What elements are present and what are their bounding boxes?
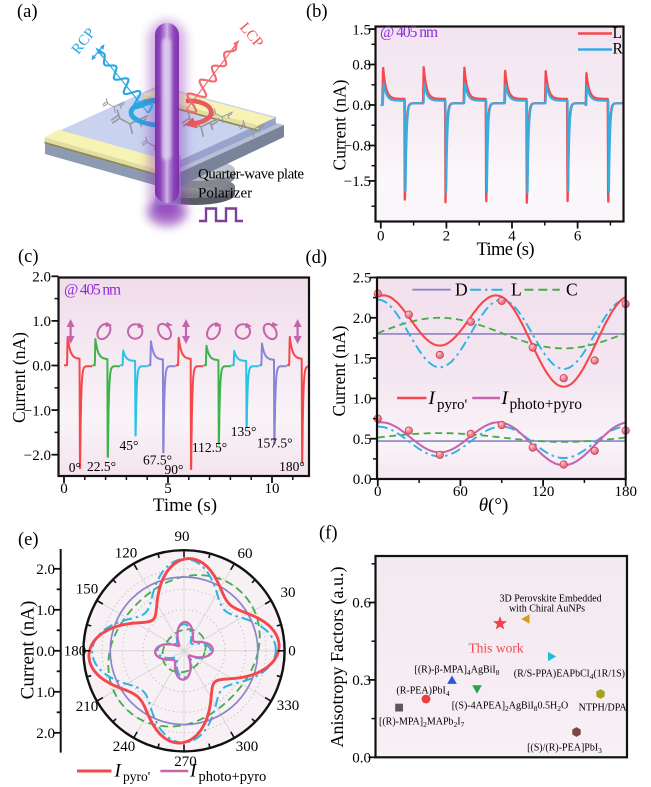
svg-text:R: R	[613, 41, 624, 58]
svg-text:1.0: 1.0	[36, 603, 55, 619]
svg-text:Time (s): Time (s)	[153, 495, 217, 516]
svg-text:2.5: 2.5	[353, 271, 372, 287]
svg-text:180: 180	[614, 484, 637, 500]
svg-text:photo+pyro: photo+pyro	[510, 396, 583, 413]
svg-text:@ 405 nm: @ 405 nm	[64, 282, 121, 299]
svg-text:4: 4	[508, 229, 516, 245]
svg-text:pyro': pyro'	[123, 769, 150, 784]
svg-text:I: I	[428, 388, 437, 409]
svg-text:(R/S-PPA)EAPbCl4(1R/1S): (R/S-PPA)EAPbCl4(1R/1S)	[514, 669, 625, 681]
svg-text:[(S)-4APEA]2AgBiI80.5H2O: [(S)-4APEA]2AgBiI80.5H2O	[452, 701, 569, 713]
svg-text:1.0: 1.0	[353, 392, 372, 408]
svg-text:(e): (e)	[18, 530, 39, 550]
svg-text:0.8: 0.8	[352, 58, 371, 74]
svg-text:−1.0: −1.0	[24, 403, 51, 419]
svg-text:240: 240	[113, 739, 136, 755]
svg-text:Current (nA): Current (nA)	[9, 332, 29, 423]
svg-text:with Chiral AuNPs: with Chiral AuNPs	[509, 604, 585, 615]
svg-text:Current (nA): Current (nA)	[18, 601, 39, 700]
svg-text:This work: This work	[468, 641, 523, 656]
svg-text:0.0: 0.0	[36, 644, 55, 660]
svg-text:[(R)-β-MPA]4AgBiI8: [(R)-β-MPA]4AgBiI8	[415, 665, 500, 677]
svg-text:22.5°: 22.5°	[87, 459, 116, 474]
svg-text:3D Perovskite Embedded: 3D Perovskite Embedded	[499, 594, 601, 605]
svg-text:120: 120	[115, 546, 138, 562]
svg-text:pyro': pyro'	[437, 397, 467, 413]
svg-text:135°: 135°	[231, 424, 257, 439]
svg-text:Quarter-wave plate: Quarter-wave plate	[198, 167, 304, 183]
svg-text:−2.0: −2.0	[24, 448, 51, 464]
svg-text:1.5: 1.5	[352, 22, 371, 38]
svg-text:300: 300	[236, 739, 259, 755]
svg-text:180°: 180°	[279, 459, 305, 474]
svg-text:1.0: 1.0	[32, 314, 51, 330]
svg-text:0.5: 0.5	[353, 432, 372, 448]
svg-text:(c): (c)	[18, 247, 39, 267]
svg-text:L: L	[613, 25, 622, 42]
svg-text:0.0: 0.0	[352, 98, 371, 114]
svg-text:Polarizer: Polarizer	[198, 186, 252, 202]
svg-text:2: 2	[443, 229, 451, 245]
svg-text:Time (s): Time (s)	[477, 240, 535, 260]
svg-text:D: D	[455, 280, 468, 300]
svg-text:5: 5	[164, 481, 172, 497]
svg-text:I: I	[501, 388, 510, 409]
svg-text:330: 330	[277, 698, 300, 714]
svg-text:photo+pyro: photo+pyro	[199, 769, 267, 785]
svg-text:112.5°: 112.5°	[192, 440, 227, 455]
svg-text:67.5°: 67.5°	[143, 453, 172, 468]
svg-text:0: 0	[60, 481, 68, 497]
svg-text:[(R)-MPA]2MAPb2I7: [(R)-MPA]2MAPb2I7	[379, 717, 465, 729]
svg-text:30: 30	[281, 585, 296, 601]
svg-text:@ 405 nm: @ 405 nm	[380, 24, 438, 41]
svg-text:0.0: 0.0	[353, 472, 372, 488]
svg-text:1.0: 1.0	[36, 685, 55, 701]
svg-text:2.0: 2.0	[32, 270, 51, 286]
svg-text:Anisotropy Factors (a.u.): Anisotropy Factors (a.u.)	[327, 567, 348, 748]
svg-text:45°: 45°	[120, 438, 139, 453]
svg-text:θ(°): θ(°)	[479, 495, 509, 516]
svg-text:I: I	[189, 761, 198, 782]
svg-text:−1.5: −1.5	[344, 174, 371, 190]
svg-text:(f): (f)	[319, 524, 337, 544]
svg-text:0°: 0°	[69, 460, 81, 475]
svg-text:0.3: 0.3	[352, 673, 371, 689]
svg-text:2.0: 2.0	[353, 311, 372, 327]
svg-text:0: 0	[374, 484, 382, 500]
svg-text:0.0: 0.0	[32, 359, 51, 375]
svg-text:0: 0	[377, 229, 385, 245]
svg-text:90°: 90°	[165, 462, 184, 477]
svg-text:6: 6	[574, 229, 582, 245]
svg-text:180: 180	[64, 644, 87, 660]
svg-text:60: 60	[453, 484, 468, 500]
svg-text:90: 90	[175, 529, 190, 545]
svg-text:0: 0	[288, 644, 296, 660]
svg-text:NTPH/DPA: NTPH/DPA	[579, 703, 628, 714]
svg-text:[(S)/(R)-PEA]PbI3: [(S)/(R)-PEA]PbI3	[527, 743, 602, 755]
svg-text:150: 150	[76, 582, 99, 598]
svg-text:L: L	[511, 280, 522, 300]
svg-text:270: 270	[174, 754, 197, 770]
svg-text:Current (nA): Current (nA)	[330, 79, 350, 170]
svg-text:(b): (b)	[306, 2, 328, 22]
svg-text:C: C	[566, 280, 578, 300]
svg-text:(a): (a)	[17, 2, 38, 22]
svg-text:60: 60	[238, 546, 253, 562]
svg-text:Current (nA): Current (nA)	[329, 325, 349, 416]
svg-text:2.0: 2.0	[36, 726, 55, 742]
svg-text:(d): (d)	[306, 248, 328, 268]
svg-text:10: 10	[265, 481, 280, 497]
svg-text:−0.8: −0.8	[344, 139, 371, 155]
svg-text:I: I	[114, 761, 123, 782]
svg-text:1.5: 1.5	[353, 351, 372, 367]
svg-text:2.0: 2.0	[36, 562, 55, 578]
svg-text:(R-PEA)PbI4: (R-PEA)PbI4	[396, 686, 449, 698]
svg-text:210: 210	[76, 699, 99, 715]
svg-text:0.6: 0.6	[352, 596, 371, 612]
svg-text:0.0: 0.0	[352, 751, 371, 767]
svg-text:157.5°: 157.5°	[257, 436, 293, 451]
svg-text:120: 120	[532, 484, 555, 500]
